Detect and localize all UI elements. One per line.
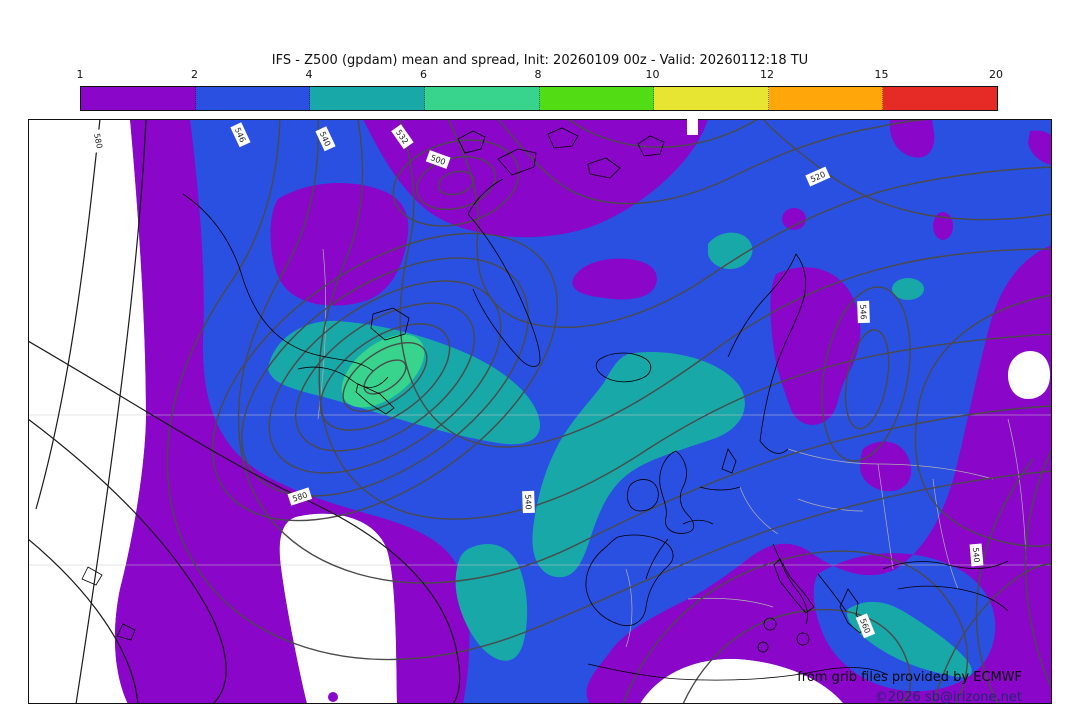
colorbar-tick-labels: 1 2 4 6 8 10 12 15 20 [76, 68, 1004, 84]
border-layer [317, 248, 1027, 648]
contour-label-500: 500 [425, 150, 451, 169]
colorbar-tick-15: 15 [874, 68, 889, 81]
contour-label-540: 540 [522, 490, 535, 514]
colorbar-segment-12-15 [768, 87, 884, 110]
colorbar-segment-15-20 [883, 87, 997, 110]
colorbar-segment-1-2 [81, 87, 196, 110]
contour-layer [166, 118, 1053, 705]
colorbar-tick-6: 6 [420, 68, 427, 81]
contour-layer-dark [27, 118, 461, 705]
meridian-notch [687, 118, 698, 135]
contour-label-520: 520 [805, 166, 831, 187]
svg-text:546: 546 [858, 304, 868, 320]
colorbar-tick-8: 8 [534, 68, 542, 81]
colorbar-segment-4-6 [310, 87, 425, 110]
chart-title: IFS - Z500 (gpdam) mean and spread, Init… [271, 53, 809, 68]
colorbar-tick-4: 4 [305, 68, 313, 81]
colorbar-segment-10-12 [654, 87, 769, 110]
svg-text:540: 540 [523, 494, 533, 510]
contour-label-580: 580 [287, 487, 313, 506]
latitude-gridlines [28, 414, 1052, 566]
colorbar-tick-2: 2 [191, 68, 198, 81]
colorbar-segment-8-10 [539, 87, 655, 110]
spread-fill-layer [114, 119, 1052, 704]
colorbar-tick-1: 1 [76, 68, 84, 81]
map-area: 580 546 540 532 500 520 546 540 580 560 540 from g… [27, 118, 1053, 705]
contour-label-540: 540 [969, 543, 984, 567]
colorbar-segment-2-4 [195, 87, 311, 110]
svg-text:580: 580 [92, 133, 104, 150]
credit-copyright: ©2026 sb@irizone.net [874, 690, 1022, 705]
colorbar-tick-20: 20 [989, 68, 1003, 81]
contour-label-546: 546 [230, 122, 251, 148]
colorbar: 1 2 4 6 8 10 12 15 20 [76, 68, 1004, 112]
colorbar-segment-6-8 [424, 87, 540, 110]
credit-ecmwf: from grib files provided by ECMWF [797, 670, 1022, 685]
colorbar-scale [80, 86, 998, 111]
contour-label-546: 546 [857, 300, 870, 324]
svg-text:580: 580 [291, 490, 308, 503]
colorbar-tick-10: 10 [645, 68, 660, 81]
contour-label-580: 580 [90, 128, 107, 153]
colorbar-tick-12: 12 [760, 68, 774, 81]
contour-label-540: 540 [315, 126, 336, 152]
svg-text:540: 540 [971, 547, 981, 563]
contour-label-560: 560 [855, 613, 876, 639]
map-frame [28, 119, 1052, 704]
